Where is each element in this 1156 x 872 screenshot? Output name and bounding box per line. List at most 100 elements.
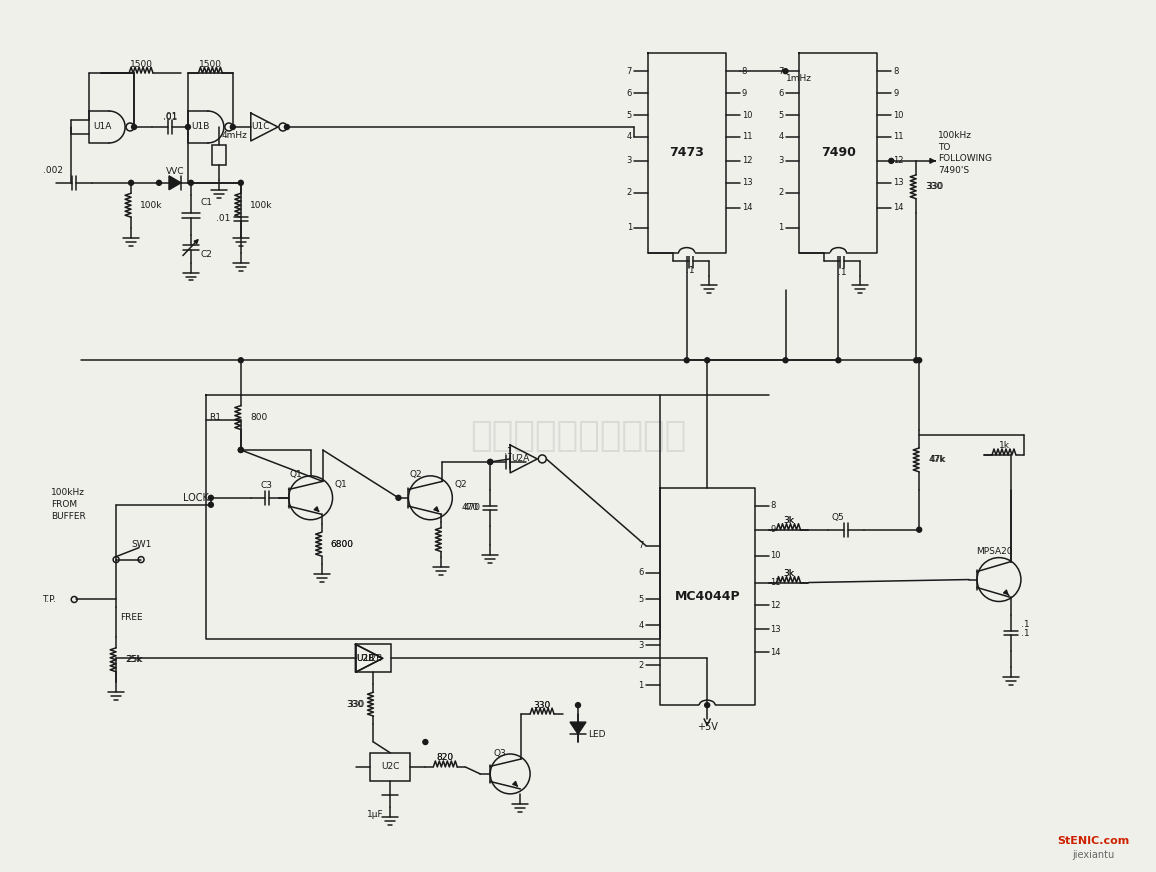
Circle shape bbox=[705, 358, 710, 363]
Text: 1: 1 bbox=[627, 223, 632, 232]
Text: LED: LED bbox=[588, 730, 606, 739]
Text: MC4044P: MC4044P bbox=[674, 590, 740, 603]
Text: Q1: Q1 bbox=[334, 480, 347, 489]
Bar bbox=[212, 145, 225, 165]
Text: 3k: 3k bbox=[783, 516, 794, 525]
Bar bbox=[356, 644, 392, 672]
Text: 2: 2 bbox=[778, 188, 784, 197]
Text: 11: 11 bbox=[771, 578, 781, 587]
Text: 100k: 100k bbox=[140, 201, 163, 210]
Circle shape bbox=[238, 358, 243, 363]
Text: 1: 1 bbox=[638, 681, 644, 690]
Text: 8: 8 bbox=[742, 66, 747, 76]
Circle shape bbox=[238, 181, 243, 186]
Text: 1: 1 bbox=[778, 223, 784, 232]
Text: 2: 2 bbox=[627, 188, 632, 197]
Circle shape bbox=[783, 358, 788, 363]
Text: 7490: 7490 bbox=[821, 146, 855, 160]
Text: 9: 9 bbox=[771, 525, 776, 535]
Text: R1: R1 bbox=[209, 412, 221, 421]
Circle shape bbox=[397, 495, 401, 501]
Text: 5: 5 bbox=[638, 595, 644, 604]
Text: 25k: 25k bbox=[126, 655, 142, 664]
Circle shape bbox=[488, 460, 492, 465]
Circle shape bbox=[284, 125, 289, 129]
Text: 4: 4 bbox=[627, 133, 632, 141]
Text: 3k: 3k bbox=[783, 569, 794, 578]
Circle shape bbox=[126, 123, 134, 131]
Text: C1: C1 bbox=[201, 198, 213, 208]
Circle shape bbox=[156, 181, 162, 186]
Text: U2C: U2C bbox=[381, 762, 400, 772]
Circle shape bbox=[705, 703, 710, 708]
Text: 杭州将睿科技有限公司: 杭州将睿科技有限公司 bbox=[469, 419, 687, 453]
Text: 6: 6 bbox=[627, 89, 632, 98]
Text: 6: 6 bbox=[638, 568, 644, 577]
Text: SW1: SW1 bbox=[131, 540, 151, 549]
Text: 4mHz: 4mHz bbox=[222, 132, 247, 140]
Text: .1: .1 bbox=[838, 268, 846, 277]
Text: jiexiantu: jiexiantu bbox=[1073, 849, 1114, 860]
Text: 1μF: 1μF bbox=[368, 810, 384, 820]
Text: 12: 12 bbox=[894, 156, 904, 166]
Text: 3: 3 bbox=[778, 156, 784, 166]
Circle shape bbox=[889, 159, 894, 163]
Text: 6800: 6800 bbox=[331, 540, 354, 548]
Text: .01: .01 bbox=[163, 112, 177, 120]
Text: StENIC.com: StENIC.com bbox=[1058, 835, 1129, 846]
Text: 3k: 3k bbox=[783, 516, 794, 525]
Text: 820: 820 bbox=[437, 753, 454, 762]
Text: MPSA20: MPSA20 bbox=[976, 547, 1013, 556]
Text: 470: 470 bbox=[461, 503, 479, 512]
Text: 800: 800 bbox=[251, 412, 268, 421]
Text: 10: 10 bbox=[894, 111, 904, 119]
Circle shape bbox=[913, 358, 919, 363]
Circle shape bbox=[279, 123, 287, 131]
Text: T.P.: T.P. bbox=[43, 595, 57, 604]
Text: 13: 13 bbox=[742, 178, 753, 187]
Text: .002: .002 bbox=[43, 167, 64, 175]
Text: +5V: +5V bbox=[697, 722, 718, 732]
Text: 10: 10 bbox=[742, 111, 753, 119]
Circle shape bbox=[783, 69, 788, 73]
Text: 7: 7 bbox=[638, 542, 644, 550]
Text: 5: 5 bbox=[627, 111, 632, 119]
Polygon shape bbox=[169, 176, 181, 190]
Text: 11: 11 bbox=[742, 133, 753, 141]
Circle shape bbox=[917, 358, 921, 363]
Text: .1: .1 bbox=[687, 266, 695, 275]
Text: 330: 330 bbox=[347, 699, 363, 709]
Text: Q3: Q3 bbox=[494, 749, 506, 759]
Circle shape bbox=[208, 495, 214, 501]
Text: FREE: FREE bbox=[120, 613, 142, 622]
Text: 330: 330 bbox=[347, 699, 364, 709]
Text: 7: 7 bbox=[778, 66, 784, 76]
Text: 2: 2 bbox=[638, 661, 644, 670]
Text: 5: 5 bbox=[778, 111, 784, 119]
Text: Q2: Q2 bbox=[454, 480, 467, 489]
FancyBboxPatch shape bbox=[679, 250, 695, 255]
Text: 13: 13 bbox=[771, 625, 781, 634]
Text: 13: 13 bbox=[894, 178, 904, 187]
Text: 4: 4 bbox=[638, 621, 644, 630]
Text: C2: C2 bbox=[201, 250, 213, 259]
Circle shape bbox=[423, 739, 428, 745]
Text: 9: 9 bbox=[894, 89, 898, 98]
Text: U1B: U1B bbox=[192, 122, 210, 132]
Circle shape bbox=[836, 358, 840, 363]
Text: U2A: U2A bbox=[511, 454, 529, 463]
Text: U2B: U2B bbox=[356, 654, 375, 663]
Text: .01: .01 bbox=[163, 112, 177, 121]
Circle shape bbox=[238, 447, 243, 453]
Text: .1: .1 bbox=[504, 447, 512, 456]
Circle shape bbox=[132, 125, 136, 129]
Circle shape bbox=[917, 528, 921, 532]
Text: 47k: 47k bbox=[929, 455, 946, 465]
Text: 1500: 1500 bbox=[129, 59, 153, 69]
Text: 100kHz
TO
FOLLOWING
7490'S: 100kHz TO FOLLOWING 7490'S bbox=[939, 131, 992, 175]
Circle shape bbox=[684, 358, 689, 363]
Text: 8: 8 bbox=[894, 66, 898, 76]
Text: 820: 820 bbox=[437, 753, 454, 762]
Text: 3: 3 bbox=[627, 156, 632, 166]
Text: 4: 4 bbox=[778, 133, 784, 141]
